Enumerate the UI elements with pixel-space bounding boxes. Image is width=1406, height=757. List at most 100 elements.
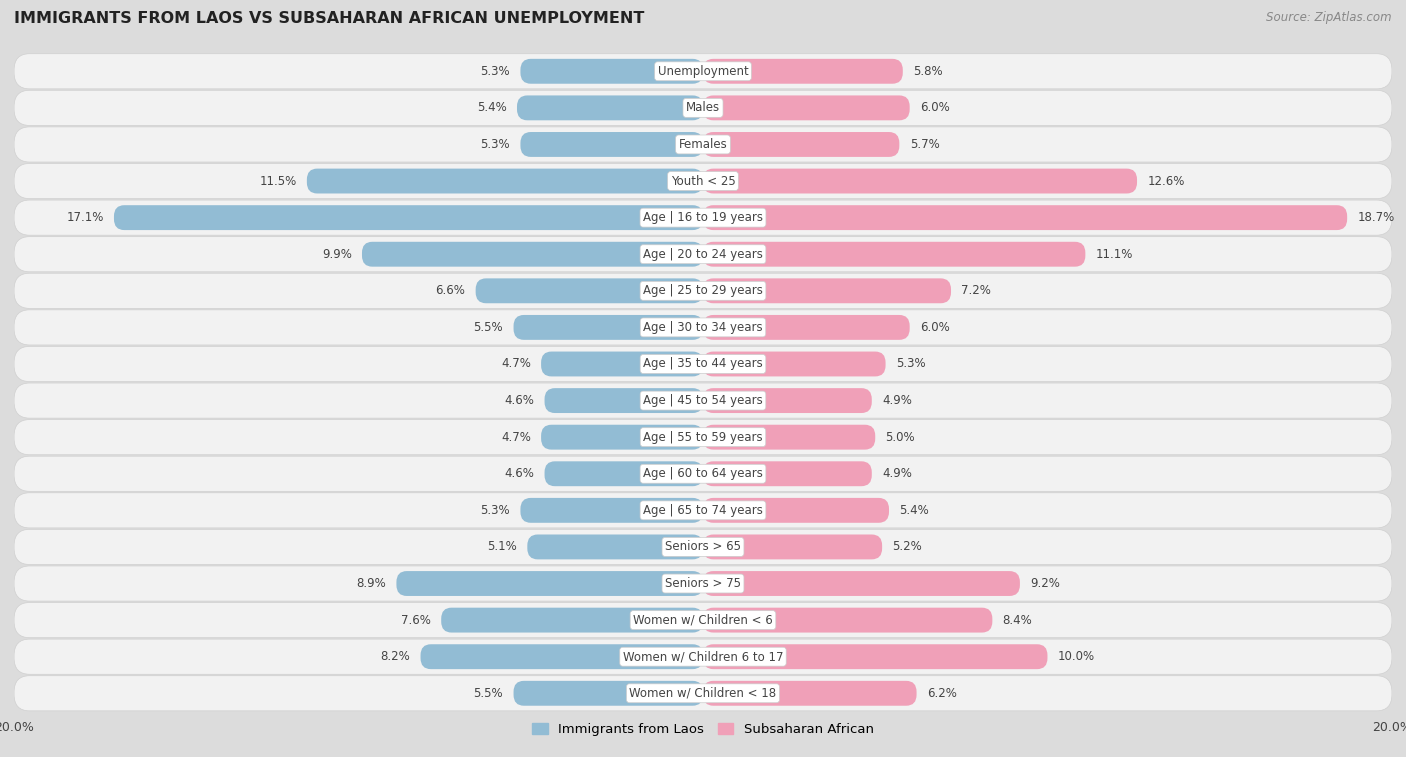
Text: Seniors > 75: Seniors > 75: [665, 577, 741, 590]
FancyBboxPatch shape: [114, 205, 703, 230]
Text: 12.6%: 12.6%: [1147, 175, 1185, 188]
Text: Source: ZipAtlas.com: Source: ZipAtlas.com: [1267, 11, 1392, 24]
Text: 5.7%: 5.7%: [910, 138, 939, 151]
FancyBboxPatch shape: [520, 59, 703, 84]
FancyBboxPatch shape: [541, 425, 703, 450]
Text: 8.2%: 8.2%: [381, 650, 411, 663]
FancyBboxPatch shape: [703, 205, 1347, 230]
FancyBboxPatch shape: [703, 425, 875, 450]
FancyBboxPatch shape: [396, 571, 703, 596]
FancyBboxPatch shape: [703, 644, 1047, 669]
Text: Women w/ Children 6 to 17: Women w/ Children 6 to 17: [623, 650, 783, 663]
Text: 8.9%: 8.9%: [356, 577, 387, 590]
FancyBboxPatch shape: [703, 95, 910, 120]
Text: 5.3%: 5.3%: [481, 138, 510, 151]
FancyBboxPatch shape: [703, 132, 900, 157]
FancyBboxPatch shape: [520, 498, 703, 523]
Text: 4.7%: 4.7%: [501, 431, 531, 444]
Text: 5.4%: 5.4%: [477, 101, 506, 114]
Text: Age | 55 to 59 years: Age | 55 to 59 years: [643, 431, 763, 444]
FancyBboxPatch shape: [703, 681, 917, 706]
Text: Age | 65 to 74 years: Age | 65 to 74 years: [643, 504, 763, 517]
Text: Women w/ Children < 18: Women w/ Children < 18: [630, 687, 776, 699]
FancyBboxPatch shape: [703, 315, 910, 340]
FancyBboxPatch shape: [703, 169, 1137, 194]
FancyBboxPatch shape: [14, 90, 1392, 126]
FancyBboxPatch shape: [544, 461, 703, 486]
Text: 5.4%: 5.4%: [900, 504, 929, 517]
Text: 5.3%: 5.3%: [481, 65, 510, 78]
FancyBboxPatch shape: [307, 169, 703, 194]
Text: 4.9%: 4.9%: [882, 394, 912, 407]
FancyBboxPatch shape: [14, 529, 1392, 565]
Text: Age | 35 to 44 years: Age | 35 to 44 years: [643, 357, 763, 370]
Text: Age | 30 to 34 years: Age | 30 to 34 years: [643, 321, 763, 334]
Text: 7.6%: 7.6%: [401, 614, 430, 627]
Text: 10.0%: 10.0%: [1057, 650, 1095, 663]
FancyBboxPatch shape: [14, 603, 1392, 637]
Text: Age | 20 to 24 years: Age | 20 to 24 years: [643, 248, 763, 260]
FancyBboxPatch shape: [14, 273, 1392, 308]
FancyBboxPatch shape: [527, 534, 703, 559]
Text: 5.3%: 5.3%: [481, 504, 510, 517]
Legend: Immigrants from Laos, Subsaharan African: Immigrants from Laos, Subsaharan African: [527, 718, 879, 741]
FancyBboxPatch shape: [14, 639, 1392, 674]
FancyBboxPatch shape: [475, 279, 703, 304]
FancyBboxPatch shape: [14, 456, 1392, 491]
Text: Women w/ Children < 6: Women w/ Children < 6: [633, 614, 773, 627]
Text: 4.9%: 4.9%: [882, 467, 912, 480]
Text: 17.1%: 17.1%: [66, 211, 104, 224]
FancyBboxPatch shape: [541, 351, 703, 376]
FancyBboxPatch shape: [703, 388, 872, 413]
FancyBboxPatch shape: [441, 608, 703, 633]
FancyBboxPatch shape: [703, 279, 950, 304]
Text: 6.0%: 6.0%: [920, 101, 950, 114]
FancyBboxPatch shape: [14, 237, 1392, 272]
Text: 18.7%: 18.7%: [1358, 211, 1395, 224]
FancyBboxPatch shape: [544, 388, 703, 413]
Text: 11.5%: 11.5%: [259, 175, 297, 188]
FancyBboxPatch shape: [14, 676, 1392, 711]
FancyBboxPatch shape: [14, 164, 1392, 198]
Text: Unemployment: Unemployment: [658, 65, 748, 78]
FancyBboxPatch shape: [14, 493, 1392, 528]
Text: 11.1%: 11.1%: [1095, 248, 1133, 260]
Text: 7.2%: 7.2%: [962, 285, 991, 298]
Text: Age | 25 to 29 years: Age | 25 to 29 years: [643, 285, 763, 298]
FancyBboxPatch shape: [513, 681, 703, 706]
Text: 5.1%: 5.1%: [488, 540, 517, 553]
FancyBboxPatch shape: [420, 644, 703, 669]
Text: 5.0%: 5.0%: [886, 431, 915, 444]
Text: Males: Males: [686, 101, 720, 114]
Text: 4.6%: 4.6%: [505, 467, 534, 480]
Text: 8.4%: 8.4%: [1002, 614, 1032, 627]
Text: 5.5%: 5.5%: [474, 687, 503, 699]
FancyBboxPatch shape: [14, 347, 1392, 382]
Text: Age | 45 to 54 years: Age | 45 to 54 years: [643, 394, 763, 407]
Text: 5.3%: 5.3%: [896, 357, 925, 370]
Text: Females: Females: [679, 138, 727, 151]
FancyBboxPatch shape: [361, 241, 703, 266]
FancyBboxPatch shape: [14, 54, 1392, 89]
FancyBboxPatch shape: [703, 461, 872, 486]
Text: 6.0%: 6.0%: [920, 321, 950, 334]
FancyBboxPatch shape: [703, 241, 1085, 266]
FancyBboxPatch shape: [14, 383, 1392, 418]
FancyBboxPatch shape: [517, 95, 703, 120]
Text: IMMIGRANTS FROM LAOS VS SUBSAHARAN AFRICAN UNEMPLOYMENT: IMMIGRANTS FROM LAOS VS SUBSAHARAN AFRIC…: [14, 11, 644, 26]
FancyBboxPatch shape: [703, 498, 889, 523]
FancyBboxPatch shape: [703, 351, 886, 376]
FancyBboxPatch shape: [703, 534, 882, 559]
Text: Seniors > 65: Seniors > 65: [665, 540, 741, 553]
FancyBboxPatch shape: [703, 59, 903, 84]
FancyBboxPatch shape: [520, 132, 703, 157]
FancyBboxPatch shape: [14, 127, 1392, 162]
Text: 4.6%: 4.6%: [505, 394, 534, 407]
Text: Age | 16 to 19 years: Age | 16 to 19 years: [643, 211, 763, 224]
Text: 5.8%: 5.8%: [912, 65, 943, 78]
FancyBboxPatch shape: [14, 200, 1392, 235]
Text: 9.2%: 9.2%: [1031, 577, 1060, 590]
Text: 4.7%: 4.7%: [501, 357, 531, 370]
Text: 6.6%: 6.6%: [436, 285, 465, 298]
Text: 9.9%: 9.9%: [322, 248, 352, 260]
